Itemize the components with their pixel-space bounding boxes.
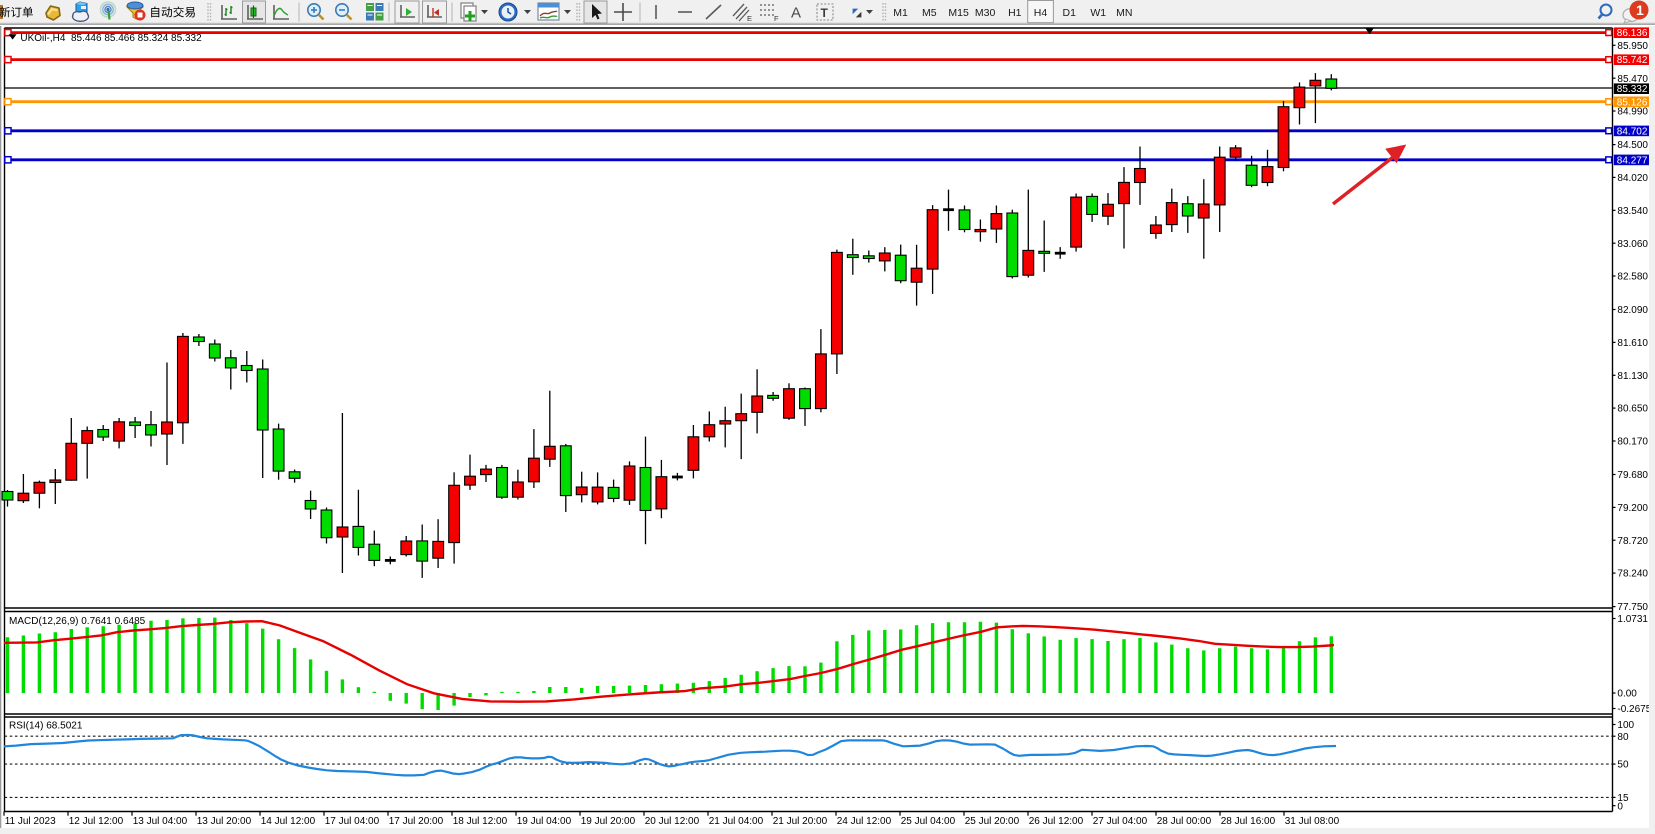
svg-text:100: 100 <box>1617 720 1634 731</box>
svg-text:85.332: 85.332 <box>1617 84 1648 95</box>
svg-text:80.170: 80.170 <box>1617 437 1648 448</box>
svg-text:MACD(12,26,9) 0.7641 0.6485: MACD(12,26,9) 0.7641 0.6485 <box>9 616 146 627</box>
svg-text:D1: D1 <box>1063 7 1077 19</box>
svg-text:85.126: 85.126 <box>1617 97 1648 108</box>
svg-text:13 Jul 04:00: 13 Jul 04:00 <box>133 816 188 827</box>
svg-text:83.540: 83.540 <box>1617 206 1648 217</box>
svg-text:80: 80 <box>1617 732 1629 743</box>
svg-text:25 Jul 04:00: 25 Jul 04:00 <box>901 816 956 827</box>
svg-text:83.060: 83.060 <box>1617 239 1648 250</box>
svg-text:17 Jul 20:00: 17 Jul 20:00 <box>389 816 444 827</box>
svg-text:20 Jul 12:00: 20 Jul 12:00 <box>645 816 700 827</box>
svg-text:27 Jul 04:00: 27 Jul 04:00 <box>1093 816 1148 827</box>
svg-text:85.950: 85.950 <box>1617 41 1648 52</box>
svg-text:26 Jul 12:00: 26 Jul 12:00 <box>1029 816 1084 827</box>
svg-text:UKOil-,H4 85.446 85.466 85.32: UKOil-,H4 85.446 85.466 85.324 85.332 <box>20 33 202 44</box>
svg-text:85.470: 85.470 <box>1617 74 1648 85</box>
svg-text:28 Jul 00:00: 28 Jul 00:00 <box>1157 816 1212 827</box>
svg-text:82.580: 82.580 <box>1617 272 1648 283</box>
svg-text:1.0731: 1.0731 <box>1617 614 1648 625</box>
svg-text:81.610: 81.610 <box>1617 338 1648 349</box>
svg-text:14 Jul 12:00: 14 Jul 12:00 <box>261 816 316 827</box>
svg-text:E: E <box>747 14 752 23</box>
svg-text:78.240: 78.240 <box>1617 569 1648 580</box>
svg-text:15: 15 <box>1617 793 1629 804</box>
svg-text:86.136: 86.136 <box>1617 28 1648 39</box>
svg-text:79.200: 79.200 <box>1617 503 1648 514</box>
svg-text:84.500: 84.500 <box>1617 140 1648 151</box>
svg-text:28 Jul 16:00: 28 Jul 16:00 <box>1221 816 1276 827</box>
svg-text:84.990: 84.990 <box>1617 107 1648 118</box>
svg-text:21 Jul 04:00: 21 Jul 04:00 <box>709 816 764 827</box>
svg-text:78.720: 78.720 <box>1617 536 1648 547</box>
svg-text:50: 50 <box>1617 760 1629 771</box>
svg-text:21 Jul 20:00: 21 Jul 20:00 <box>773 816 828 827</box>
svg-text:13 Jul 20:00: 13 Jul 20:00 <box>197 816 252 827</box>
svg-text:31 Jul 08:00: 31 Jul 08:00 <box>1285 816 1340 827</box>
svg-text:A: A <box>791 5 801 22</box>
svg-text:-0.2675: -0.2675 <box>1617 704 1651 715</box>
svg-text:RSI(14) 68.5021: RSI(14) 68.5021 <box>9 721 83 732</box>
svg-text:82.090: 82.090 <box>1617 305 1648 316</box>
svg-text:M1: M1 <box>893 7 908 19</box>
svg-text:24 Jul 12:00: 24 Jul 12:00 <box>837 816 892 827</box>
svg-text:F: F <box>774 14 779 23</box>
svg-text:M5: M5 <box>922 7 937 19</box>
svg-text:T: T <box>821 6 829 20</box>
svg-text:MN: MN <box>1116 7 1132 19</box>
svg-text:84.020: 84.020 <box>1617 173 1648 184</box>
svg-text:19 Jul 20:00: 19 Jul 20:00 <box>581 816 636 827</box>
svg-text:85.742: 85.742 <box>1617 55 1648 66</box>
svg-text:1: 1 <box>1636 2 1644 18</box>
svg-text:0.00: 0.00 <box>1617 689 1637 700</box>
svg-text:77.750: 77.750 <box>1617 602 1648 613</box>
svg-text:17 Jul 04:00: 17 Jul 04:00 <box>325 816 380 827</box>
svg-text:M15: M15 <box>948 7 969 19</box>
svg-text:0: 0 <box>1617 801 1623 812</box>
svg-text:84.277: 84.277 <box>1617 155 1648 166</box>
svg-text:M30: M30 <box>975 7 996 19</box>
svg-text:H1: H1 <box>1008 7 1022 19</box>
svg-text:81.130: 81.130 <box>1617 371 1648 382</box>
svg-text:84.702: 84.702 <box>1617 126 1648 137</box>
svg-text:25 Jul 20:00: 25 Jul 20:00 <box>965 816 1020 827</box>
svg-text:H4: H4 <box>1034 7 1048 19</box>
svg-text:18 Jul 12:00: 18 Jul 12:00 <box>453 816 508 827</box>
svg-text:80.650: 80.650 <box>1617 404 1648 415</box>
svg-text:W1: W1 <box>1090 7 1106 19</box>
svg-text:11 Jul 2023: 11 Jul 2023 <box>5 816 56 827</box>
svg-text:12 Jul 12:00: 12 Jul 12:00 <box>69 816 124 827</box>
svg-text:19 Jul 04:00: 19 Jul 04:00 <box>517 816 572 827</box>
svg-text:79.680: 79.680 <box>1617 470 1648 481</box>
